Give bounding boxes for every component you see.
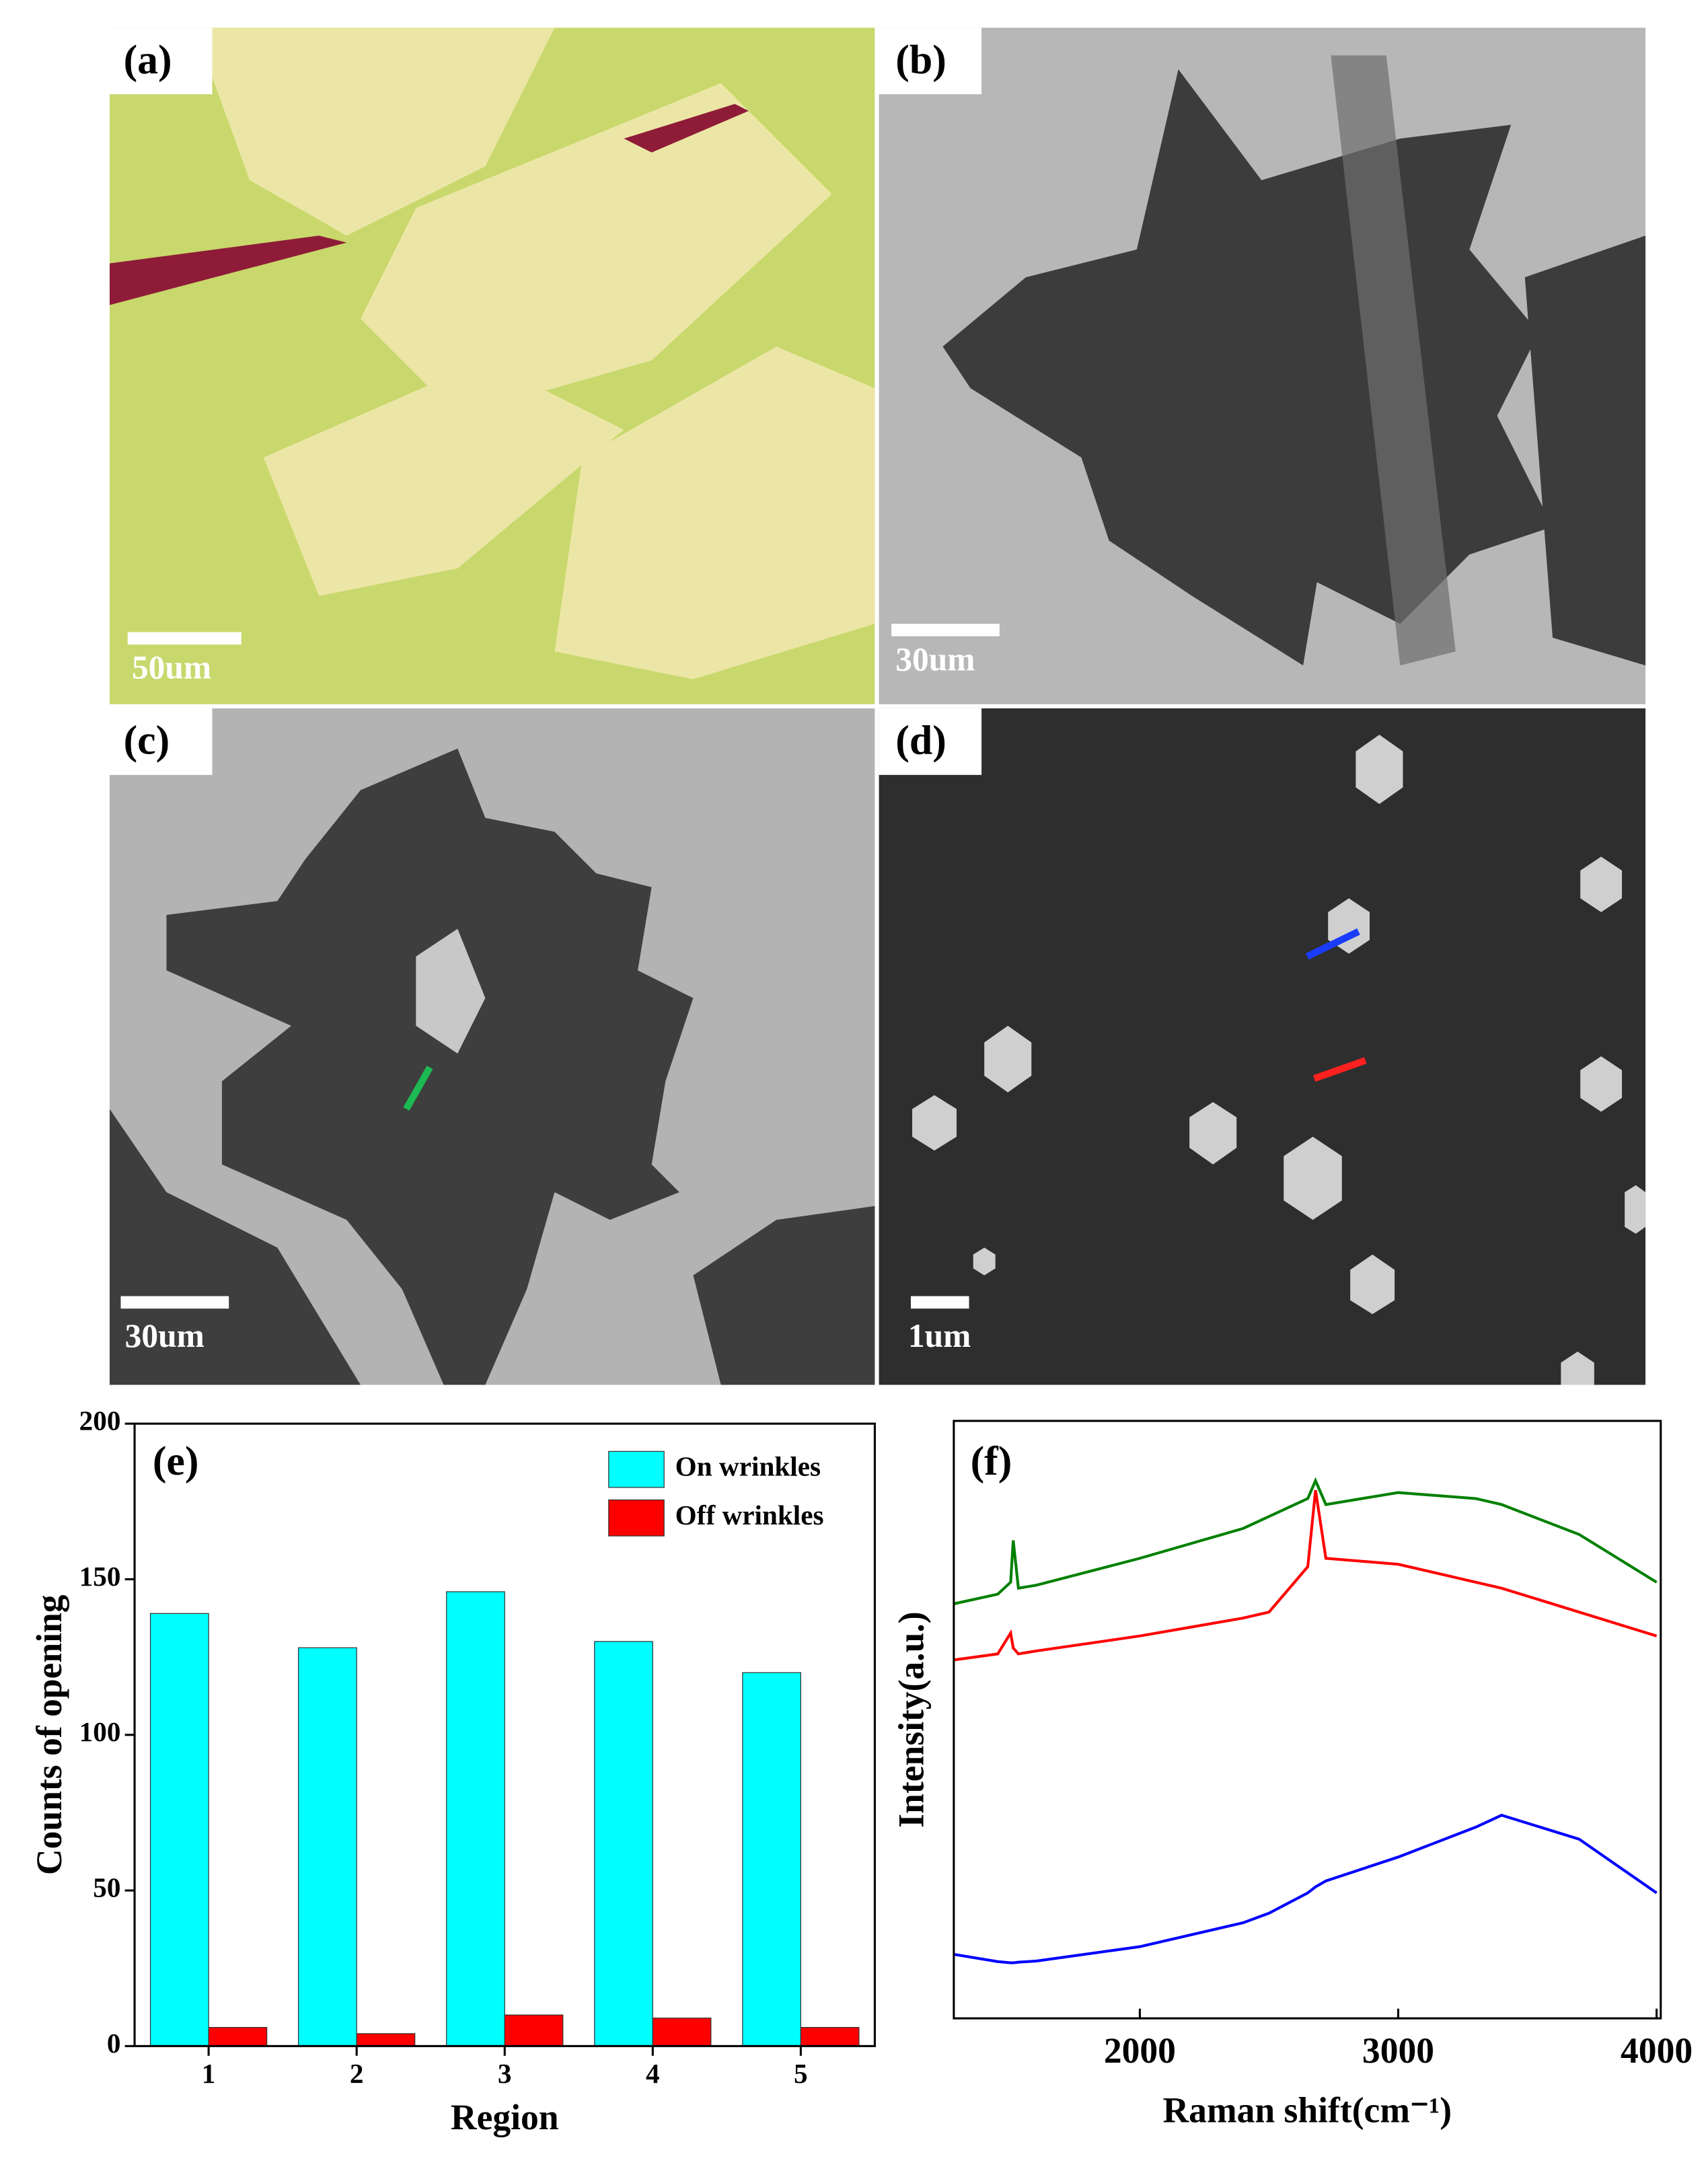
bar <box>594 1641 653 2047</box>
legend-swatch <box>608 1450 665 1488</box>
x-tick-label: 1 <box>202 2058 216 2089</box>
plot-frame <box>953 1420 1662 2020</box>
bar <box>356 2033 416 2047</box>
x-axis-label: Region <box>451 2097 559 2137</box>
spectrum-line <box>954 1477 1658 1605</box>
y-tick-label: 150 <box>79 1561 121 1592</box>
panel-b: (b) 30um <box>879 28 1646 704</box>
legend-swatch <box>608 1499 665 1537</box>
panel-label: (f) <box>971 1438 1012 1484</box>
bar <box>208 2026 268 2047</box>
x-tick-label: 4 <box>646 2058 660 2089</box>
panel-label: (e) <box>153 1438 199 1484</box>
panel-label: (d) <box>895 718 946 764</box>
scale-bar-label: 30um <box>125 1317 205 1354</box>
panel-d: (d) 1um <box>879 708 1646 1385</box>
scale-bar-label: 1um <box>908 1317 971 1354</box>
spectrum-line <box>954 1814 1658 1964</box>
bar <box>446 1591 505 2047</box>
legend-label: On wrinkles <box>675 1451 821 1482</box>
x-tick-label: 2000 <box>1104 2030 1176 2071</box>
legend-label: Off wrinkles <box>675 1500 824 1531</box>
panel-a: (a) 50um <box>109 28 875 704</box>
panel-label: (b) <box>895 37 946 83</box>
x-tick-label: 5 <box>794 2058 808 2089</box>
bar <box>298 1647 357 2047</box>
bar <box>742 1672 801 2047</box>
charts: 0 50 100 150 200 1 2 3 4 5 (e) Region Counts of open… <box>29 1405 1693 2137</box>
y-axis-label: Intensity(a.u.) <box>891 1611 931 1827</box>
x-tick-label: 3000 <box>1362 2030 1434 2071</box>
y-tick-label: 200 <box>79 1405 121 1436</box>
bar <box>800 2026 860 2047</box>
scale-bar-label: 50um <box>132 649 211 686</box>
y-tick-label: 100 <box>79 1716 121 1747</box>
bar <box>504 2014 564 2047</box>
y-axis-label: Counts of opening <box>29 1594 69 1875</box>
spectrum-line <box>954 1489 1658 1662</box>
x-tick-label: 4000 <box>1621 2030 1693 2071</box>
bar <box>652 2018 712 2047</box>
panel-label: (c) <box>124 718 170 764</box>
x-tick-label: 2 <box>350 2058 364 2089</box>
x-tick-label: 3 <box>498 2058 512 2089</box>
y-tick-label: 0 <box>107 2028 121 2059</box>
scale-bar-label: 30um <box>895 640 975 677</box>
bar <box>149 1613 209 2047</box>
panel-c: (c) 30um <box>109 708 875 1385</box>
plot-frame <box>133 1422 876 2047</box>
panel-label: (a) <box>124 37 172 83</box>
y-tick-label: 50 <box>93 1872 120 1903</box>
x-axis-label: Raman shift(cm⁻¹) <box>1162 2090 1452 2131</box>
